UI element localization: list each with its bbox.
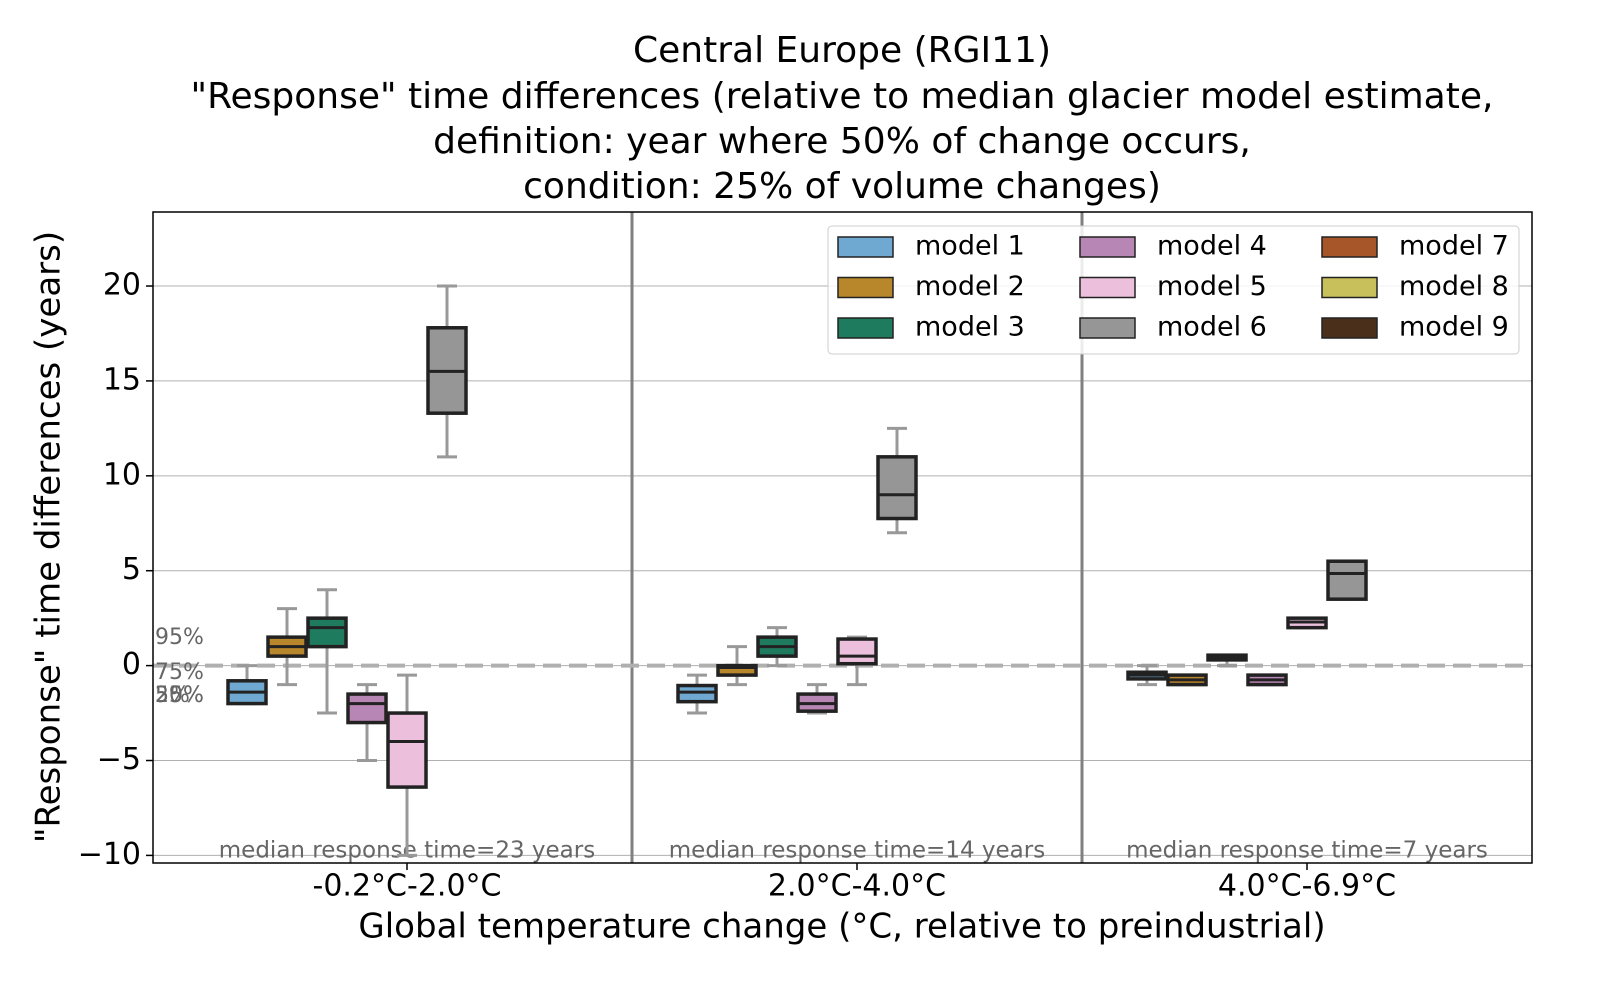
legend-swatch xyxy=(837,276,894,299)
legend-label: model 4 xyxy=(1157,231,1267,262)
box xyxy=(346,692,388,725)
percentile-label: 5% xyxy=(155,683,190,708)
legend-label: model 6 xyxy=(1157,312,1267,343)
box xyxy=(386,711,428,789)
median-annotation: median response time=14 years xyxy=(669,838,1045,864)
legend-swatch xyxy=(1321,236,1378,258)
legend-label: model 9 xyxy=(1399,312,1509,343)
percentile-label: 95% xyxy=(155,625,204,650)
legend-swatch xyxy=(837,317,894,339)
legend-label: model 3 xyxy=(915,312,1025,343)
legend-label: model 2 xyxy=(915,271,1025,302)
x-tick-label: 2.0°C-4.0°C xyxy=(768,869,946,904)
legend-label: model 1 xyxy=(915,231,1025,262)
y-tick-label: 20 xyxy=(103,268,141,303)
y-tick-label: 10 xyxy=(103,457,141,492)
percentile-label: 25% xyxy=(155,683,204,708)
legend-label: model 5 xyxy=(1157,271,1267,302)
legend-swatch xyxy=(1321,317,1378,339)
y-axis-label: "Response" time differences (years) xyxy=(29,231,69,843)
median-annotation: median response time=7 years xyxy=(1126,838,1488,864)
legend-swatch xyxy=(1079,317,1136,339)
legend-swatch xyxy=(1079,276,1136,299)
percentile-label: 50% xyxy=(155,683,204,708)
chart-title: definition: year where 50% of change occ… xyxy=(433,121,1251,162)
box xyxy=(716,663,758,677)
legend-label: model 8 xyxy=(1399,271,1509,302)
legend-swatch xyxy=(1079,236,1136,258)
y-tick-label: 0 xyxy=(122,647,141,682)
y-tick-label: 15 xyxy=(103,362,141,397)
y-tick-label: 5 xyxy=(122,552,141,587)
chart-title: condition: 25% of volume changes) xyxy=(523,166,1161,207)
box xyxy=(876,455,918,521)
y-tick-label: −10 xyxy=(78,837,141,872)
legend-label: model 7 xyxy=(1399,231,1509,262)
x-axis-label: Global temperature change (°C, relative … xyxy=(358,907,1325,947)
percentile-label: 75% xyxy=(155,660,204,685)
legend-swatch xyxy=(837,236,894,258)
box xyxy=(1326,559,1368,601)
box xyxy=(306,616,348,649)
box xyxy=(836,637,878,666)
legend-swatch xyxy=(1321,276,1378,299)
x-tick-label: 4.0°C-6.9°C xyxy=(1218,869,1396,904)
plot-frame xyxy=(152,211,1533,864)
x-tick-label: -0.2°C-2.0°C xyxy=(313,869,502,904)
y-tick-label: −5 xyxy=(97,742,141,777)
chart-title: "Response" time differences (relative to… xyxy=(191,76,1494,117)
chart-title: Central Europe (RGI11) xyxy=(633,30,1051,71)
